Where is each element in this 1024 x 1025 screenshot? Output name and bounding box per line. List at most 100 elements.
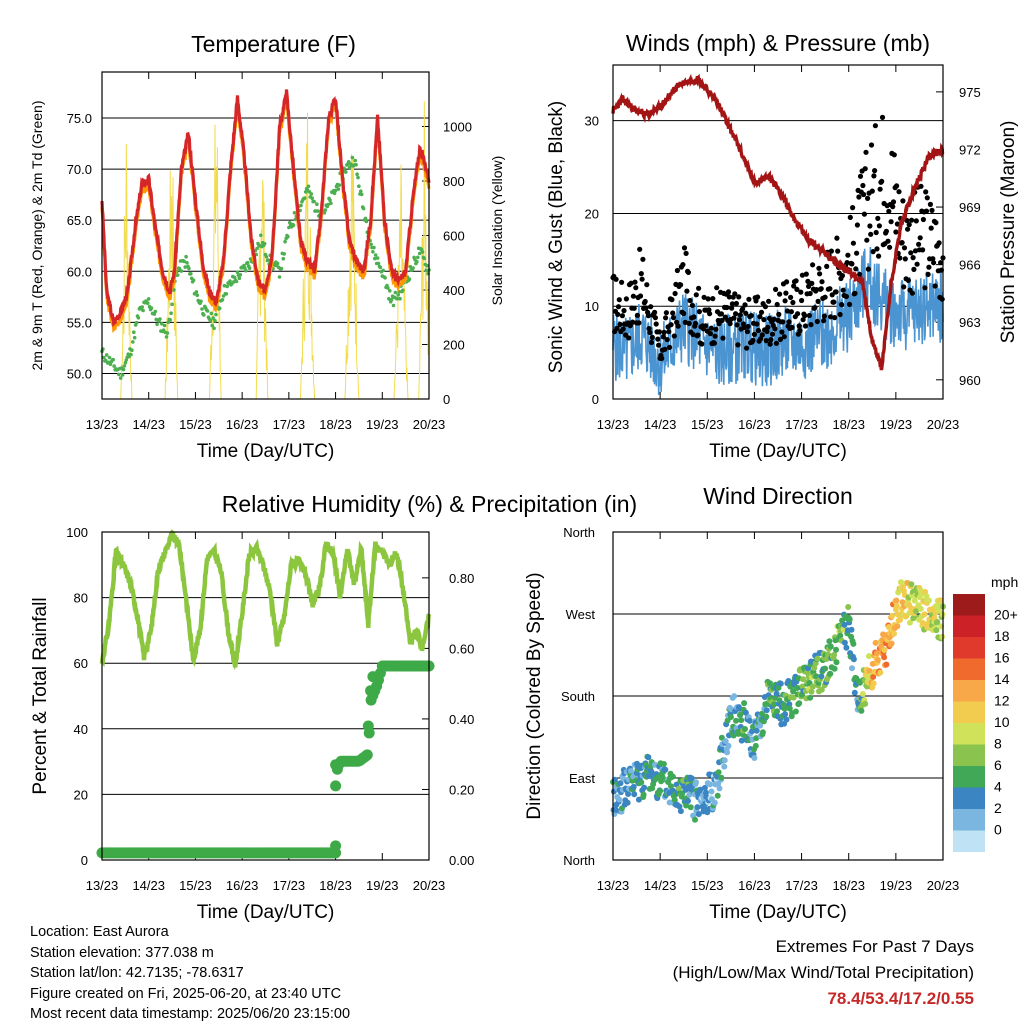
legend-swatch	[953, 809, 985, 831]
gust-point	[634, 312, 641, 318]
dewpoint-point	[415, 259, 419, 264]
x-tick-label: 20/23	[413, 417, 446, 432]
x-axis-label: Time (Day/UTC)	[197, 902, 335, 923]
gust-point	[920, 216, 927, 223]
gust-point	[849, 261, 855, 267]
dewpoint-point	[184, 254, 188, 259]
direction-point	[777, 680, 784, 687]
y-tick-label: North	[563, 853, 595, 868]
gust-point	[901, 284, 907, 290]
gust-point	[788, 294, 794, 300]
gust-point	[784, 279, 790, 285]
dewpoint-point	[120, 373, 125, 377]
dewpoint-point	[291, 223, 296, 227]
dewpoint-point	[357, 184, 361, 188]
gust-point	[765, 324, 771, 330]
gust-point	[779, 329, 785, 335]
gust-point	[652, 309, 658, 315]
gust-point	[802, 313, 808, 319]
dewpoint-point	[336, 187, 341, 191]
direction-point	[783, 716, 790, 723]
dewpoint-point	[359, 189, 363, 193]
gust-point	[883, 228, 890, 234]
dewpoint-point	[214, 312, 218, 317]
gust-point	[648, 339, 655, 346]
speed-legend: mph 20+ 18 16 14 12 10 8 6 4 2 0	[953, 574, 1018, 852]
x-tick-label: 19/23	[880, 878, 913, 893]
precip-point	[330, 780, 342, 792]
dewpoint-point	[166, 320, 171, 325]
gust-point	[727, 321, 733, 327]
gust-point	[905, 277, 912, 283]
direction-point	[759, 729, 766, 736]
gust-point	[615, 311, 621, 317]
gust-point	[655, 336, 661, 342]
dewpoint-point	[123, 360, 128, 365]
gust-point	[827, 286, 833, 292]
gust-point	[663, 310, 670, 316]
gust-point	[819, 279, 825, 285]
dewpoint-point	[189, 272, 193, 276]
panel-4: Wind Direction 13/23 14/23 15/23 16/23 17/23 1…	[524, 483, 1018, 923]
gust-point	[645, 313, 652, 319]
y-tick-label: 70.0	[67, 162, 92, 177]
gust-point	[901, 245, 908, 251]
direction-point	[907, 605, 914, 611]
dewpoint-point	[183, 265, 187, 269]
direction-point	[893, 602, 900, 609]
station-elevation: Station elevation: 377.038 m	[30, 944, 214, 961]
y2-tick-label: 200	[443, 338, 465, 353]
gust-point	[681, 310, 687, 317]
gust-point	[632, 279, 638, 285]
direction-point	[752, 742, 759, 749]
gust-point	[719, 317, 725, 323]
gust-point	[865, 195, 871, 201]
dewpoint-point	[375, 256, 380, 260]
gust-point	[795, 311, 801, 317]
direction-point	[848, 626, 855, 633]
gust-point	[876, 253, 882, 259]
direction-point	[721, 763, 728, 770]
gust-point	[671, 333, 677, 339]
direction-point	[731, 693, 738, 700]
gust-point	[766, 298, 772, 304]
gust-point	[743, 310, 749, 316]
gust-point	[874, 246, 880, 252]
dewpoint-point	[187, 266, 191, 271]
gust-point	[888, 219, 894, 225]
direction-point	[881, 647, 888, 653]
gust-point	[896, 189, 902, 195]
direction-point	[616, 796, 623, 803]
direction-point	[911, 597, 918, 604]
dewpoint-point	[213, 318, 217, 323]
direction-point	[746, 717, 753, 724]
dewpoint-point	[373, 256, 377, 261]
gust-point	[744, 345, 750, 351]
direction-point	[809, 683, 816, 690]
gust-point	[927, 201, 934, 207]
x-tick-label: 18/23	[319, 878, 352, 893]
dewpoint-point	[237, 276, 242, 281]
y-tick-label: South	[561, 689, 595, 704]
direction-point	[870, 673, 877, 680]
legend-label: 18	[994, 628, 1010, 644]
direction-point	[707, 781, 714, 788]
precip-point	[361, 749, 373, 761]
direction-point	[831, 665, 838, 672]
y2-tick-label: 975	[959, 85, 981, 100]
y-axis-label: 2m & 9m T (Red, Orange) & 2m Td (Green)	[29, 101, 45, 371]
x-tick-label: 18/23	[319, 417, 352, 432]
dewpoint-point	[364, 219, 369, 224]
gust-point	[875, 215, 881, 221]
dewpoint-point	[396, 293, 401, 297]
gust-point	[802, 323, 809, 329]
plot-border	[612, 64, 944, 400]
direction-point	[841, 639, 848, 646]
direction-point	[908, 581, 915, 588]
legend-swatch	[953, 615, 985, 637]
dewpoint-point	[393, 290, 398, 295]
x-tick-label: 14/23	[132, 878, 165, 893]
direction-point	[773, 690, 780, 697]
x-axis-label: Time (Day/UTC)	[709, 441, 847, 462]
